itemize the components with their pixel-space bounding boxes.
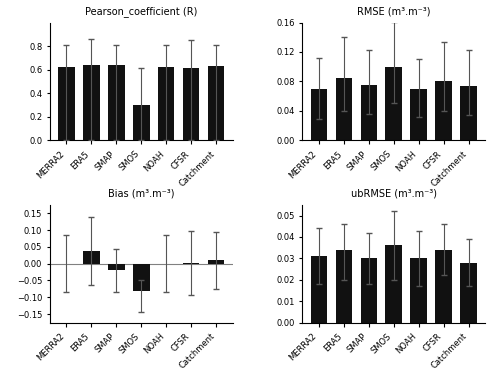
Bar (158, 67, 174, 140)
Bar (134, 105, 150, 140)
Title: Bias (m³.m⁻³): Bias (m³.m⁻³) (108, 189, 174, 198)
Bar (410, 258, 426, 322)
Bar (460, 262, 476, 322)
Bar (336, 78, 352, 140)
Bar (108, 65, 124, 140)
Bar (360, 85, 376, 140)
Bar (436, 250, 452, 322)
Bar (410, 89, 426, 140)
Bar (134, 264, 150, 291)
Bar (58, 67, 74, 140)
Bar (183, 68, 200, 140)
Title: Pearson_coefficient (R): Pearson_coefficient (R) (85, 6, 198, 17)
Title: ubRMSE (m³.m⁻³): ubRMSE (m³.m⁻³) (350, 189, 436, 198)
Bar (310, 89, 327, 140)
Bar (108, 264, 124, 270)
Bar (386, 246, 402, 322)
Bar (84, 65, 100, 140)
Bar (460, 86, 476, 140)
Bar (360, 258, 376, 322)
Bar (183, 262, 200, 264)
Bar (386, 68, 402, 140)
Bar (84, 251, 100, 264)
Bar (336, 250, 352, 322)
Bar (310, 256, 327, 322)
Bar (436, 81, 452, 140)
Bar (208, 260, 224, 264)
Bar (208, 66, 224, 140)
Title: RMSE (m³.m⁻³): RMSE (m³.m⁻³) (357, 6, 430, 16)
